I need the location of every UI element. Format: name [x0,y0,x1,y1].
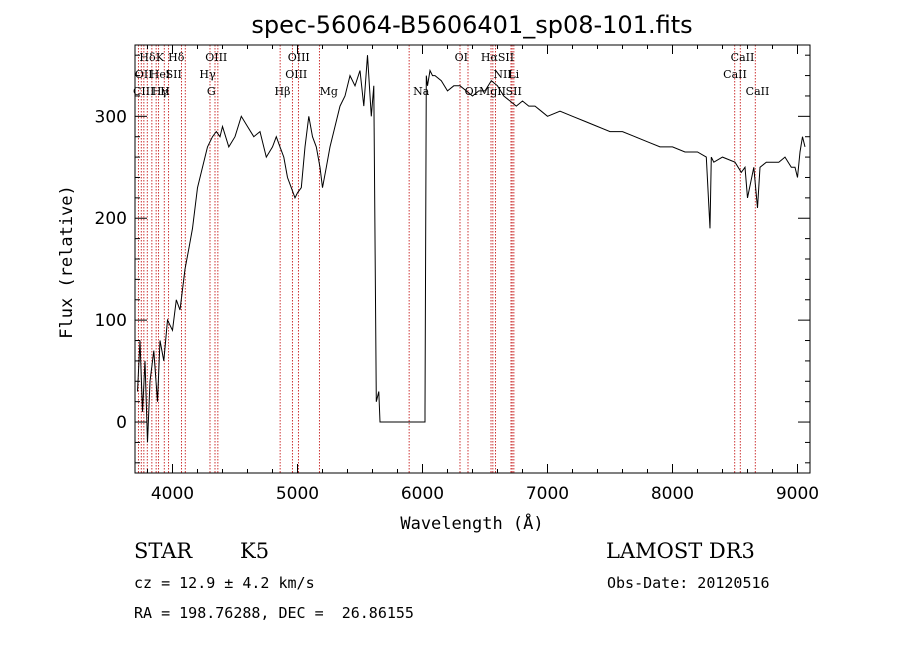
line-label: CIII [133,85,154,98]
x-tick-label: 9000 [776,484,819,504]
line-label: OII [135,68,153,81]
line-label: Hδ [168,51,185,64]
line-label: G [207,85,216,98]
redshift-velocity: cz = 12.9 ± 4.2 km/s [134,574,315,592]
line-label: HeI [150,68,170,81]
line-label: CaII [723,68,747,81]
x-tick-label: 8000 [651,484,694,504]
chart-title: spec-56064-B5606401_sp08-101.fits [251,11,692,39]
line-label: SII [506,85,522,98]
x-tick-label: 4000 [151,484,194,504]
survey-name: LAMOST DR3 [606,539,755,563]
x-tick-label: 6000 [401,484,444,504]
line-label: Hβ [275,85,291,98]
plot-axes [134,44,811,474]
line-label: CaII [746,85,770,98]
line-label: OIII [288,51,310,64]
x-tick-labels: 4000 5000 6000 7000 8000 9000 [151,484,819,504]
y-axis-label: Flux (relative) [57,185,77,339]
y-tick-label: 300 [95,107,127,127]
line-label: OI [455,51,468,64]
object-subclass: K5 [240,539,270,563]
x-axis-label: Wavelength (Å) [400,512,543,534]
line-label: CaII [731,51,755,64]
y-tick-label: 0 [116,413,127,433]
line-label: OIII [205,51,227,64]
line-label: OIII [285,68,307,81]
line-label: MgII [479,85,506,98]
line-label: NII [493,68,511,81]
plot-frame [134,44,811,474]
line-label: Hγ [199,68,216,81]
line-label: Hγ [152,85,169,98]
y-tick-labels: 0 100 200 300 [95,107,127,433]
observation-date: Obs-Date: 20120516 [607,574,770,592]
line-label: SII [166,68,182,81]
line-label: Na [413,85,430,98]
line-label: Li [508,68,519,81]
y-tick-label: 200 [95,209,127,229]
x-tick-label: 5000 [276,484,319,504]
coordinates: RA = 198.76288, DEC = 26.86155 [134,604,414,622]
y-tick-label: 100 [95,311,127,331]
line-label: Mg [320,85,338,98]
flux-series-line [137,55,806,443]
x-tick-label: 7000 [526,484,569,504]
object-class: STAR [134,539,193,563]
spectral-line-markers [137,45,756,473]
line-label: HαSII [481,51,514,64]
line-label: H [160,85,170,98]
line-label: K [156,51,165,64]
line-label: Hδ [139,51,156,64]
